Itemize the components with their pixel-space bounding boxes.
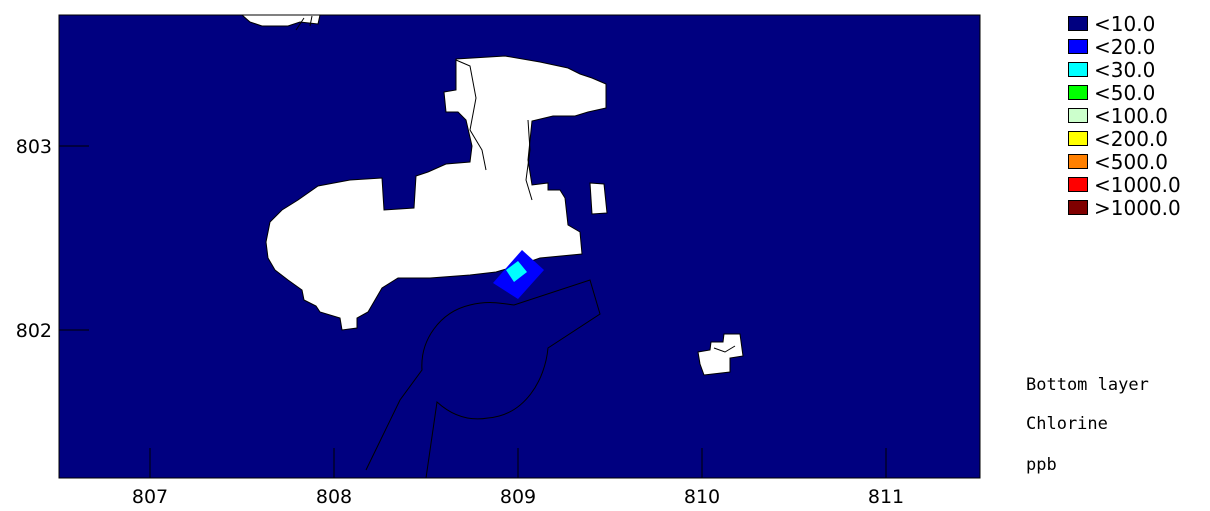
- x-tick-label: 810: [684, 486, 720, 508]
- unit-label: ppb: [1026, 455, 1057, 475]
- breakwater-lines: [365, 279, 601, 479]
- legend-item: <20.0: [1068, 35, 1181, 58]
- coastline-details: [295, 15, 736, 353]
- pollutant-label: Chlorine: [1026, 414, 1108, 434]
- legend-label: <1000.0: [1094, 172, 1181, 197]
- legend-label: <10.0: [1094, 11, 1156, 36]
- legend-swatch: [1068, 85, 1088, 100]
- legend-item: <30.0: [1068, 58, 1181, 81]
- legend-swatch: [1068, 16, 1088, 31]
- legend-item: <100.0: [1068, 104, 1181, 127]
- legend-item: <500.0: [1068, 150, 1181, 173]
- legend-item: <1000.0: [1068, 173, 1181, 196]
- legend-item: <10.0: [1068, 12, 1181, 35]
- x-tick-label: 809: [500, 486, 536, 508]
- legend-label: <200.0: [1094, 126, 1169, 151]
- legend-swatch: [1068, 177, 1088, 192]
- y-axis-ticks: [59, 145, 89, 331]
- legend-label: <50.0: [1094, 80, 1156, 105]
- x-tick-label: 811: [868, 486, 904, 508]
- map-frame: [58, 14, 981, 479]
- legend-label: >1000.0: [1094, 195, 1181, 220]
- legend-item: >1000.0: [1068, 196, 1181, 219]
- x-tick-label: 808: [316, 486, 352, 508]
- legend-swatch: [1068, 200, 1088, 215]
- y-tick-label: 802: [16, 320, 52, 342]
- legend-swatch: [1068, 131, 1088, 146]
- layer-label: Bottom layer: [1026, 375, 1149, 395]
- x-tick-label: 807: [132, 486, 168, 508]
- legend: <10.0 <20.0 <30.0 <50.0 <100.0 <200.0 <5…: [1068, 12, 1181, 219]
- land-east-islet: [589, 182, 608, 215]
- legend-item: <200.0: [1068, 127, 1181, 150]
- legend-label: <30.0: [1094, 57, 1156, 82]
- x-axis-ticks: [149, 448, 887, 478]
- y-tick-label: 803: [16, 136, 52, 158]
- legend-swatch: [1068, 108, 1088, 123]
- legend-swatch: [1068, 39, 1088, 54]
- legend-label: <500.0: [1094, 149, 1169, 174]
- legend-label: <20.0: [1094, 34, 1156, 59]
- legend-item: <50.0: [1068, 81, 1181, 104]
- plume-inner: [506, 261, 527, 282]
- land-top-island: [240, 14, 321, 27]
- legend-swatch: [1068, 154, 1088, 169]
- legend-swatch: [1068, 62, 1088, 77]
- land-small-island: [697, 333, 744, 376]
- legend-label: <100.0: [1094, 103, 1169, 128]
